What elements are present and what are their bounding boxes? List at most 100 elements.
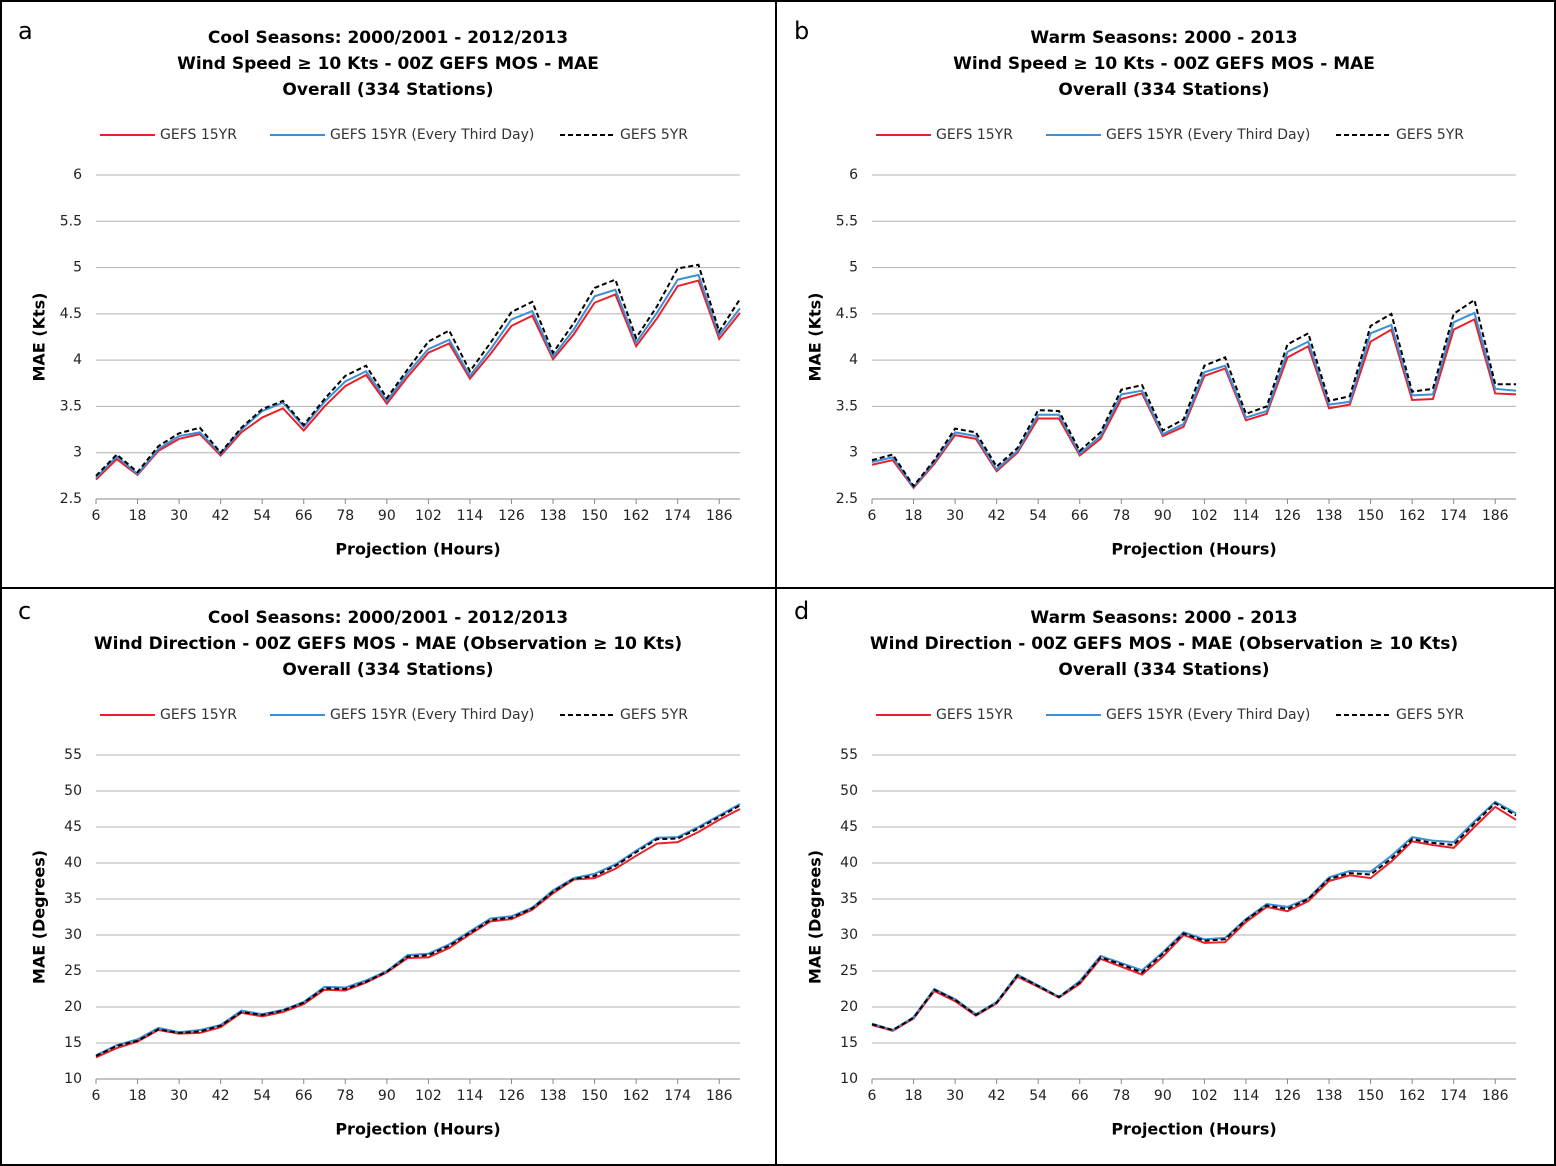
y-tick-label: 4.5 [60,306,82,322]
x-tick-label: 114 [1233,508,1260,524]
x-tick-label: 102 [415,1088,442,1104]
legend-label: GEFS 15YR [160,127,237,143]
legend-label: GEFS 5YR [1396,707,1464,723]
y-tick-label: 4 [849,352,858,368]
x-tick-label: 138 [540,1088,567,1104]
panel: c Cool Seasons: 2000/2001 - 2012/2013 Wind… [18,597,741,1139]
y-tick-label: 5 [73,260,82,276]
series-line [871,801,1517,1032]
y-tick-label: 55 [64,747,82,763]
x-tick-label: 6 [92,1088,101,1104]
x-tick-label: 174 [664,508,691,524]
y-tick-label: 25 [64,963,82,979]
x-tick-label: 30 [170,508,188,524]
x-tick-label: 54 [1029,508,1047,524]
y-tick-label: 2.5 [60,491,82,507]
legend-label: GEFS 15YR (Every Third Day) [1106,707,1310,723]
x-tick-label: 102 [415,508,442,524]
x-tick-label: 66 [1071,508,1089,524]
legend-label: GEFS 5YR [620,127,688,143]
y-tick-label: 35 [840,891,858,907]
y-tick-label: 25 [840,963,858,979]
series-line [871,317,1517,490]
y-tick-label: 6 [73,167,82,183]
x-tick-label: 114 [1233,1088,1260,1104]
x-tick-label: 174 [1440,1088,1467,1104]
y-tick-label: 5.5 [60,213,82,229]
x-tick-label: 42 [212,508,230,524]
series-line [95,804,741,1057]
chart-title: Warm Seasons: 2000 - 2013 [1030,608,1297,628]
x-tick-label: 90 [378,1088,396,1104]
chart-title: Wind Direction - 00Z GEFS MOS - MAE (Obs… [94,634,682,654]
x-tick-label: 6 [92,508,101,524]
x-tick-label: 66 [295,1088,313,1104]
x-tick-label: 162 [1399,1088,1426,1104]
x-tick-label: 150 [581,1088,608,1104]
x-tick-label: 186 [1482,508,1509,524]
x-tick-label: 66 [1071,1088,1089,1104]
x-tick-label: 126 [1274,1088,1301,1104]
y-tick-label: 3 [849,445,858,461]
y-axis-title: MAE (Degrees) [30,850,49,984]
x-tick-label: 18 [905,508,923,524]
legend-label: GEFS 5YR [1396,127,1464,143]
x-tick-label: 66 [295,508,313,524]
y-tick-label: 45 [840,819,858,835]
y-tick-label: 20 [840,999,858,1015]
x-tick-label: 6 [868,1088,877,1104]
y-tick-label: 4.5 [836,306,858,322]
chart-title: Overall (334 Stations) [282,80,493,100]
x-tick-label: 90 [1154,508,1172,524]
x-tick-label: 150 [1357,1088,1384,1104]
panel-label: d [794,597,809,625]
y-tick-label: 4 [73,352,82,368]
x-tick-label: 42 [988,508,1006,524]
x-tick-label: 138 [1316,508,1343,524]
x-tick-label: 138 [540,508,567,524]
y-tick-label: 50 [840,783,858,799]
x-tick-label: 6 [868,508,877,524]
x-tick-label: 102 [1191,1088,1218,1104]
x-tick-label: 18 [129,1088,147,1104]
legend-label: GEFS 15YR (Every Third Day) [1106,127,1310,143]
panel-label: b [794,17,809,45]
chart-title: Wind Speed ≥ 10 Kts - 00Z GEFS MOS - MAE [953,54,1375,74]
x-tick-label: 102 [1191,508,1218,524]
x-axis-title: Projection (Hours) [335,540,500,559]
y-tick-label: 20 [64,999,82,1015]
y-tick-label: 6 [849,167,858,183]
x-tick-label: 150 [581,508,608,524]
y-tick-label: 5.5 [836,213,858,229]
x-tick-label: 126 [498,1088,525,1104]
y-tick-label: 5 [849,260,858,276]
series-line [95,808,741,1059]
x-tick-label: 126 [1274,508,1301,524]
x-tick-label: 78 [1112,1088,1130,1104]
panel: d Warm Seasons: 2000 - 2013 Wind Direction… [794,597,1517,1139]
x-tick-label: 78 [336,1088,354,1104]
x-tick-label: 18 [129,508,147,524]
x-tick-label: 54 [253,508,271,524]
chart-title: Wind Speed ≥ 10 Kts - 00Z GEFS MOS - MAE [177,54,599,74]
x-axis-title: Projection (Hours) [1111,540,1276,559]
x-tick-label: 114 [457,508,484,524]
x-tick-label: 42 [212,1088,230,1104]
y-tick-label: 40 [840,855,858,871]
chart-title: Warm Seasons: 2000 - 2013 [1030,28,1297,48]
series-line [871,311,1517,489]
y-tick-label: 45 [64,819,82,835]
panel-label: a [18,17,33,45]
x-tick-label: 18 [905,1088,923,1104]
x-tick-label: 174 [664,1088,691,1104]
y-tick-label: 15 [64,1035,82,1051]
panel: b Warm Seasons: 2000 - 2013 Wind Speed ≥ 1… [794,17,1517,559]
y-axis-title: MAE (Degrees) [806,850,825,984]
chart-title: Cool Seasons: 2000/2001 - 2012/2013 [208,608,568,628]
x-tick-label: 174 [1440,508,1467,524]
y-tick-label: 3.5 [836,398,858,414]
y-tick-label: 2.5 [836,491,858,507]
series-line [871,800,1517,1032]
